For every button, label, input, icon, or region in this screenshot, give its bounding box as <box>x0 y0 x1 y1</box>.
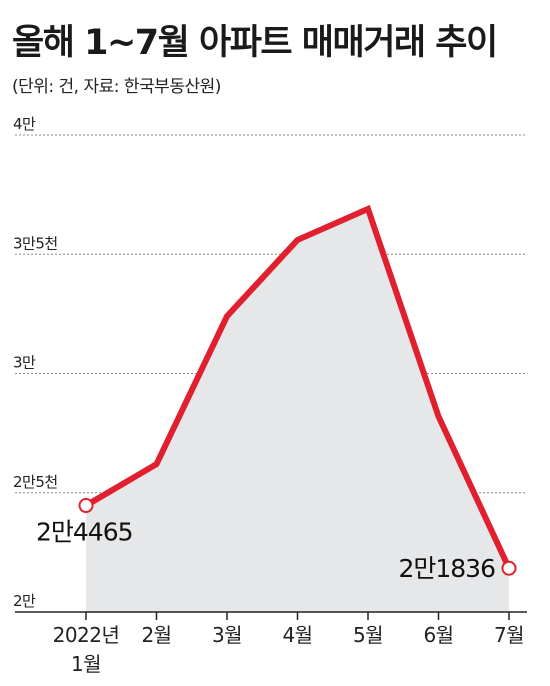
data-point-marker <box>78 498 94 514</box>
data-label: 2만1836 <box>398 554 495 583</box>
x-tick-label: 4월 <box>282 623 312 647</box>
y-tick-label: 4만 <box>13 115 36 133</box>
chart-subtitle: (단위: 건, 자료: 한국부동산원) <box>12 77 221 97</box>
x-tick-label: 3월 <box>212 623 242 647</box>
x-tick-label: 5월 <box>353 623 383 647</box>
y-tick-label: 2만5천 <box>13 473 58 491</box>
data-label: 2만4465 <box>36 518 133 547</box>
x-tick-label: 6월 <box>423 623 453 647</box>
y-tick-label: 2만 <box>13 592 36 610</box>
x-tick-label: 7월 <box>494 623 524 647</box>
y-tick-label: 3만5천 <box>13 234 58 252</box>
x-tick-label: 1월 <box>71 652 101 676</box>
x-tick-label: 2월 <box>141 623 171 647</box>
series-line <box>84 204 512 570</box>
area-fill <box>86 208 509 612</box>
chart-title: 올해 1~7월 아파트 매매거래 추이 <box>12 23 498 63</box>
data-point-marker <box>501 560 517 576</box>
x-tick-label: 2022년 <box>53 623 120 647</box>
y-tick-label: 3만 <box>13 354 36 372</box>
